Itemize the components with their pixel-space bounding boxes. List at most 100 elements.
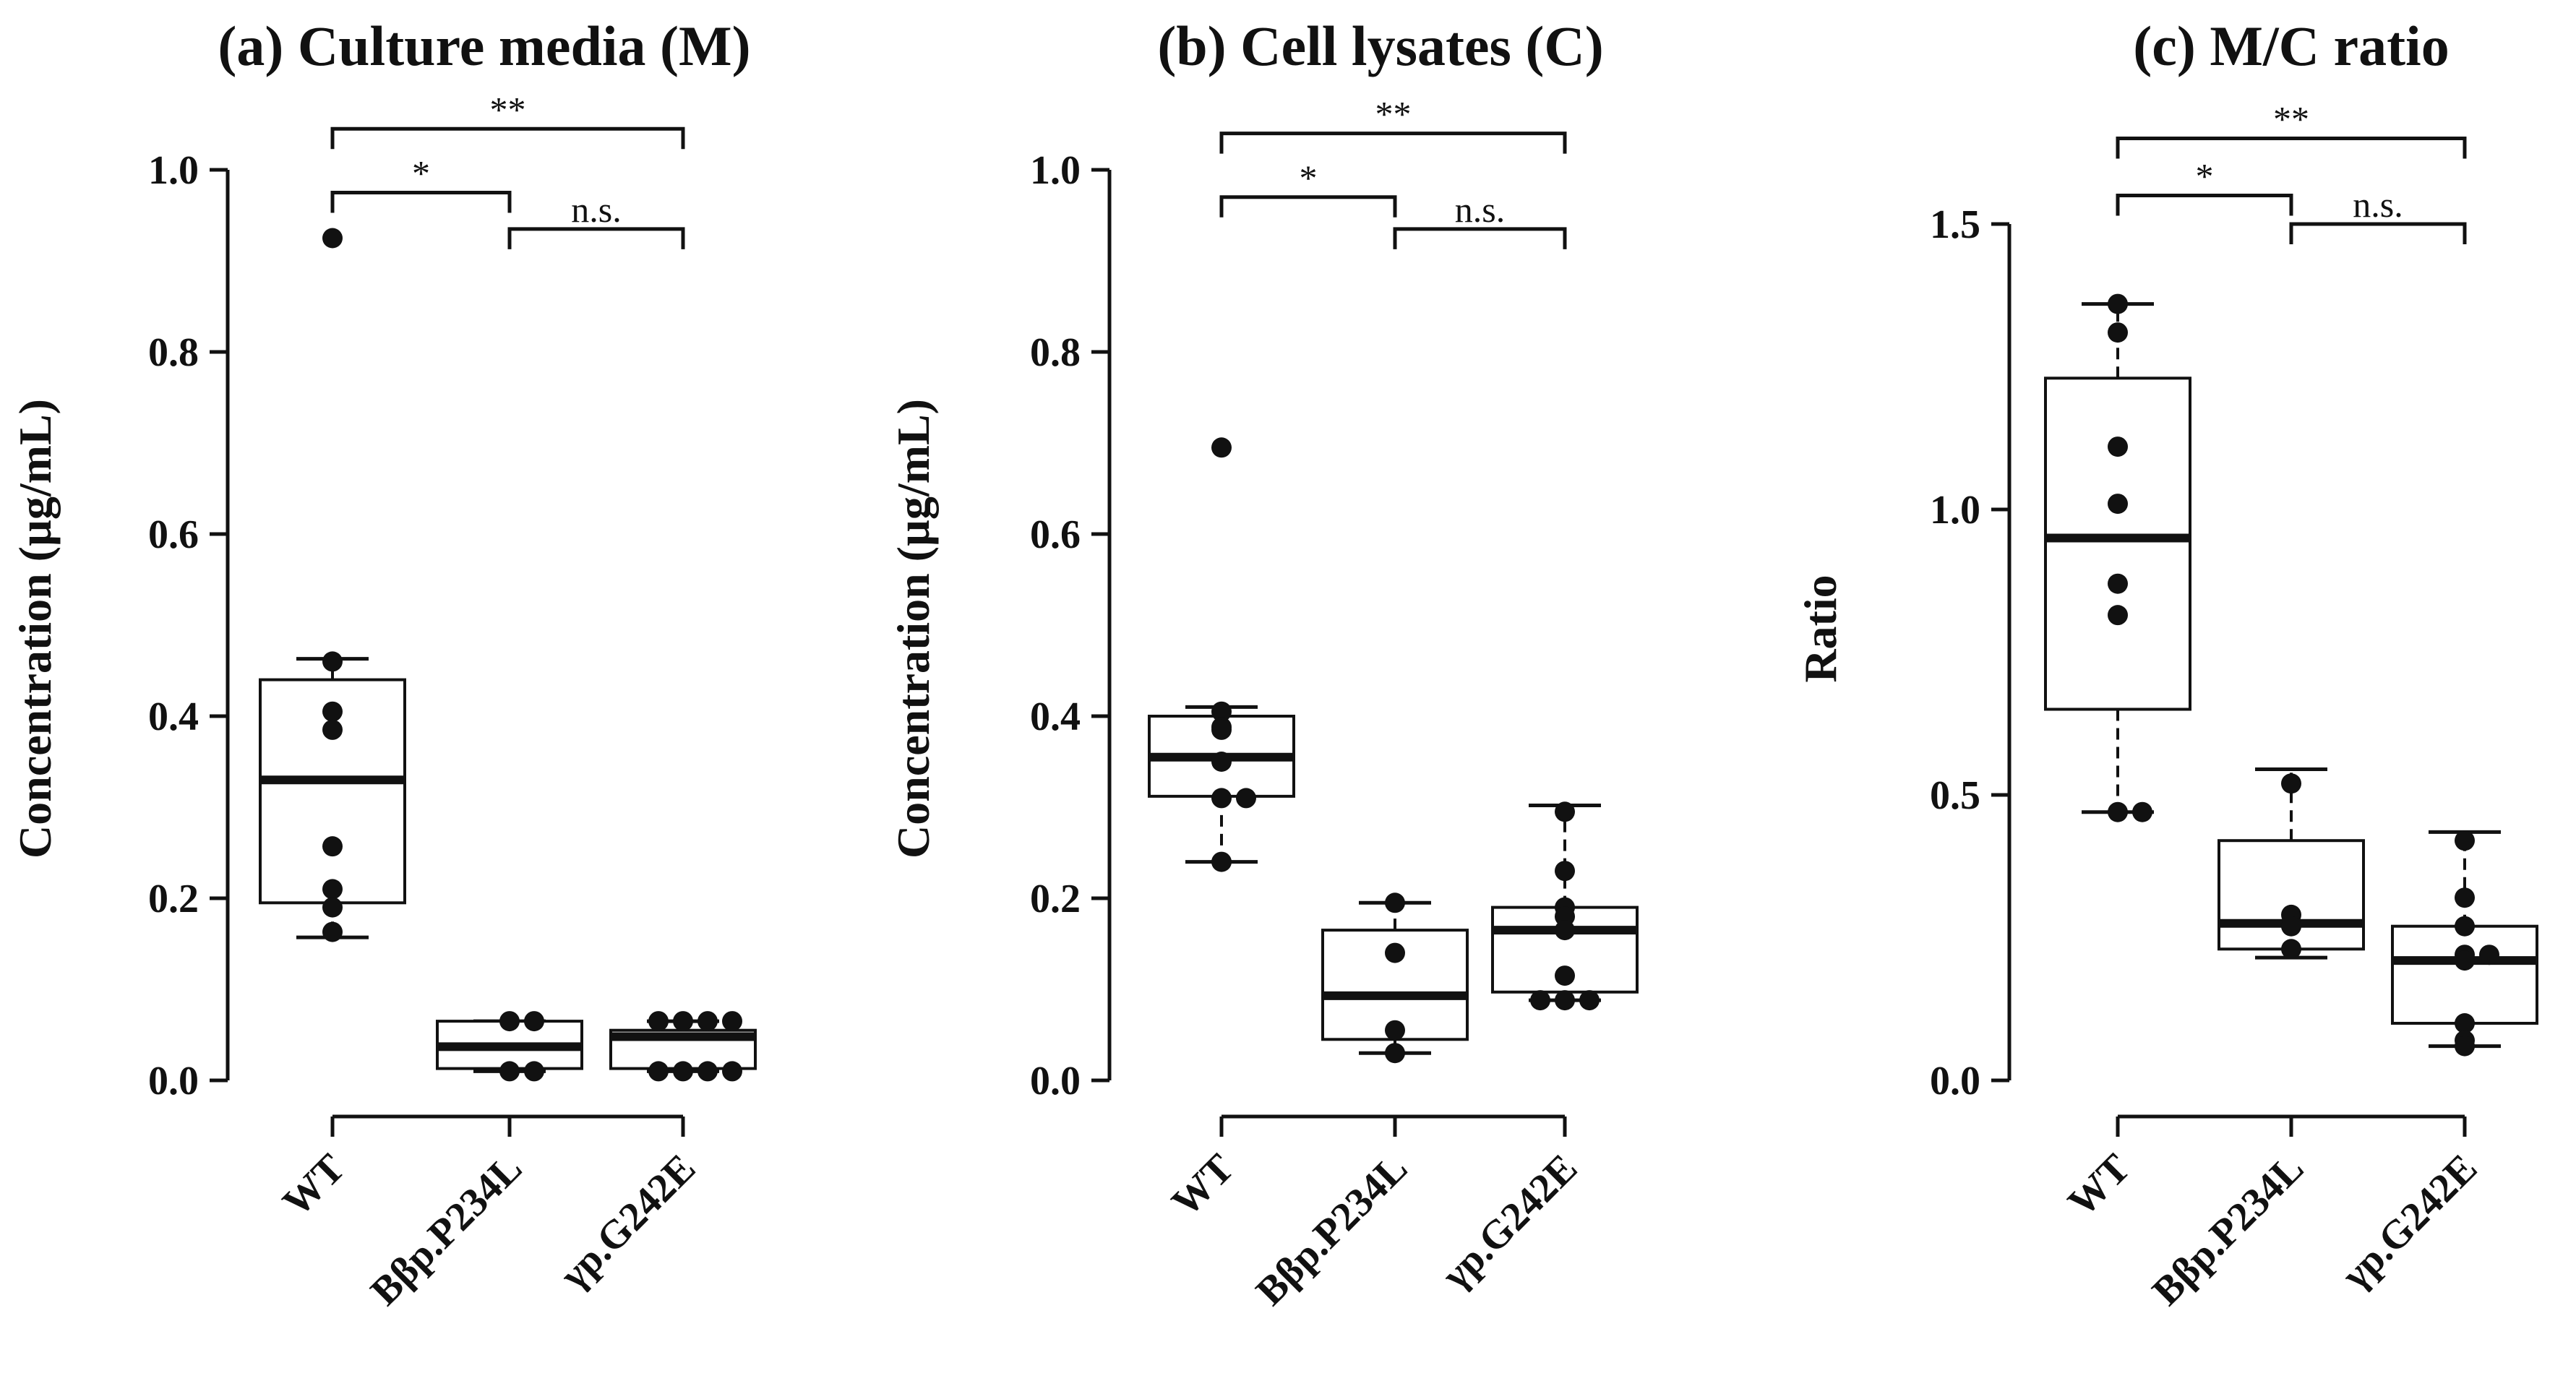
data-point	[524, 1061, 544, 1082]
data-point	[2455, 916, 2475, 937]
data-point	[1579, 990, 1600, 1011]
data-point	[2281, 773, 2301, 794]
y-tick-label: 1.0	[148, 148, 199, 193]
data-point	[2455, 830, 2475, 851]
significance-label: *	[2196, 156, 2214, 197]
data-point	[524, 1011, 544, 1032]
y-tick-label: 0.0	[1030, 1059, 1081, 1103]
data-point	[322, 879, 343, 900]
data-point	[648, 1011, 669, 1032]
data-point	[1385, 1043, 1405, 1064]
data-point	[1385, 892, 1405, 913]
data-point	[499, 1011, 520, 1032]
data-point	[2281, 939, 2301, 960]
significance-bracket	[2116, 137, 2467, 159]
significance-label: n.s.	[2353, 184, 2403, 225]
y-tick-label: 0.0	[148, 1059, 199, 1103]
y-tick-label: 0.2	[1030, 877, 1081, 921]
significance-label: **	[2273, 99, 2309, 139]
significance-bracket	[1219, 132, 1567, 154]
y-tick-label: 0.4	[148, 694, 199, 739]
y-tick-label: 1.5	[1930, 202, 1980, 247]
data-point	[2132, 801, 2152, 822]
data-point	[1555, 861, 1575, 882]
data-point	[322, 836, 343, 857]
significance-bracket	[507, 227, 685, 249]
y-axis-label: Concentration (µg/mL)	[888, 399, 939, 859]
data-point	[1236, 788, 1256, 809]
data-point	[2455, 950, 2475, 971]
data-point	[1211, 788, 1232, 809]
data-point	[697, 1061, 718, 1082]
significance-label: **	[1375, 94, 1412, 134]
significance-bracket	[330, 126, 685, 150]
box	[2391, 924, 2538, 1025]
data-point	[2455, 1036, 2475, 1057]
data-point	[697, 1011, 718, 1032]
significance-bracket	[330, 191, 512, 213]
data-point	[1555, 965, 1575, 986]
data-point	[722, 1061, 742, 1082]
data-point	[1555, 801, 1575, 822]
data-point	[2281, 916, 2301, 937]
data-point	[1555, 990, 1575, 1011]
data-point	[2108, 322, 2128, 343]
significance-label: *	[1300, 158, 1318, 198]
data-point	[322, 701, 343, 722]
y-axis-label: Ratio	[1795, 575, 1846, 682]
data-point	[648, 1061, 669, 1082]
significance-label: n.s.	[571, 189, 621, 230]
chart-title: (c) M/C ratio	[2133, 14, 2449, 77]
data-point	[1211, 719, 1232, 740]
data-point	[322, 921, 343, 942]
data-point	[2108, 436, 2128, 457]
significance-bracket	[1219, 195, 1397, 218]
y-tick-label: 0.0	[1930, 1059, 1980, 1103]
y-tick-label: 0.2	[148, 877, 199, 921]
y-tick-label: 1.0	[1930, 488, 1980, 533]
data-point	[322, 897, 343, 918]
data-point	[322, 228, 343, 249]
data-point	[673, 1011, 693, 1032]
y-tick-label: 0.8	[1030, 330, 1081, 375]
data-point	[322, 651, 343, 672]
y-tick-label: 0.4	[1030, 694, 1081, 739]
y-tick-label: 0.8	[148, 330, 199, 375]
data-point	[1211, 437, 1232, 458]
significance-label: **	[490, 89, 526, 129]
significance-bracket	[2116, 194, 2293, 216]
data-point	[2455, 1013, 2475, 1033]
y-tick-label: 0.5	[1930, 773, 1980, 818]
significance-bracket	[2289, 222, 2467, 244]
data-point	[2479, 945, 2499, 965]
chart-title: (a) Culture media (M)	[218, 14, 750, 77]
data-point	[1555, 920, 1575, 941]
data-point	[1385, 942, 1405, 963]
data-point	[2108, 573, 2128, 594]
data-point	[1211, 701, 1232, 722]
data-point	[722, 1011, 742, 1032]
y-tick-label: 0.6	[148, 512, 199, 557]
data-point	[1211, 752, 1232, 772]
data-point	[2108, 293, 2128, 314]
y-tick-label: 0.6	[1030, 512, 1081, 557]
data-point	[2455, 887, 2475, 908]
significance-label: *	[412, 153, 430, 194]
data-point	[2108, 605, 2128, 626]
data-point	[1530, 990, 1550, 1011]
box	[2044, 377, 2191, 711]
significance-bracket	[1393, 227, 1567, 249]
significance-label: n.s.	[1455, 189, 1505, 230]
data-point	[1385, 1020, 1405, 1041]
data-point	[2108, 801, 2128, 822]
data-point	[2108, 494, 2128, 515]
data-point	[1211, 851, 1232, 872]
y-axis-label: Concentration (µg/mL)	[9, 399, 61, 859]
data-point	[673, 1061, 693, 1082]
data-point	[322, 719, 343, 740]
chart-title: (b) Cell lysates (C)	[1157, 14, 1603, 77]
data-point	[499, 1061, 520, 1082]
y-tick-label: 1.0	[1030, 148, 1081, 193]
